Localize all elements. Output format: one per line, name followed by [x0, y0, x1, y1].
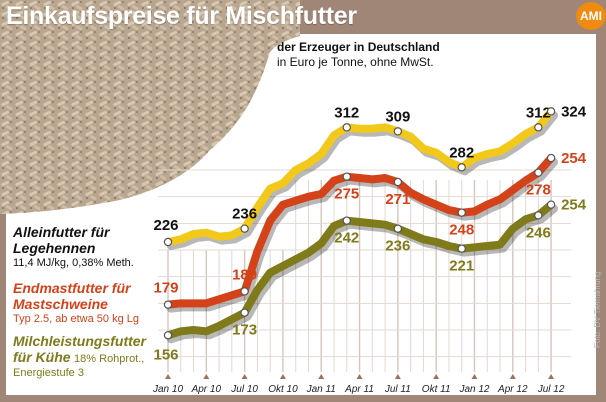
data-point-marker [546, 153, 556, 163]
data-point-marker [240, 287, 249, 296]
series-line-legehennen [164, 107, 556, 246]
data-point-marker [342, 216, 351, 225]
series-line-kuehe [164, 200, 556, 340]
data-label: 236 [232, 206, 257, 223]
data-point-marker [342, 172, 351, 181]
series-line-mastschweine [164, 154, 556, 309]
x-tick-marker [509, 374, 516, 379]
chart-title: Einkaufspreise für Mischfutter [6, 2, 357, 30]
data-label: 221 [449, 258, 474, 275]
data-label: 189 [232, 266, 257, 283]
feed-pellets-photo [0, 0, 300, 214]
legend-name-line2: für Kühe [13, 349, 71, 365]
x-tick-label: Jan 11 [306, 384, 336, 395]
x-tick-marker [279, 374, 286, 379]
x-tick-label: Jul 11 [384, 384, 411, 395]
x-tick-label: Jan 12 [458, 384, 489, 395]
legend-name-line1: Alleinfutter für [13, 224, 110, 240]
data-point-marker [546, 107, 556, 116]
legend-item-mastschweine: Endmastfutter für Mastschweine Typ 2.5, … [13, 280, 139, 326]
data-point-marker [534, 123, 543, 132]
data-label: 312 [526, 104, 551, 121]
x-tick-marker [471, 374, 478, 379]
data-label: 173 [232, 322, 257, 339]
data-point-marker [393, 224, 403, 233]
x-tick-marker [203, 374, 210, 379]
data-point-marker [163, 300, 173, 309]
data-point-marker [240, 308, 249, 317]
data-label: 271 [385, 191, 410, 208]
x-tick-marker [548, 374, 555, 379]
data-point-marker [457, 163, 466, 172]
data-point-marker [457, 244, 466, 253]
x-tick-marker [356, 374, 363, 379]
data-label: 156 [153, 346, 178, 363]
data-label: 309 [385, 108, 410, 125]
data-point-marker [393, 127, 403, 136]
x-tick-marker [394, 374, 401, 379]
legend-item-legehennen: Alleinfutter für Legehennen 11,4 MJ/kg, … [13, 224, 134, 270]
data-label: 278 [526, 182, 551, 199]
data-label: 254 [561, 197, 587, 214]
subtitle-line-1: der Erzeuger in Deutschland [277, 40, 440, 54]
legend-name-line1: Milchleistungsfutter [13, 333, 147, 349]
legend-detail: 11,4 MJ/kg, 0,38% Meth. [13, 257, 134, 269]
x-tick-label: Apr 10 [191, 384, 222, 395]
data-point-marker [546, 200, 556, 209]
data-label: 282 [449, 144, 474, 161]
ami-logo: AMI [576, 2, 606, 30]
data-point-marker [163, 331, 173, 340]
legend-name-line2: Legehennen [13, 240, 96, 256]
data-point-marker [457, 208, 466, 217]
data-label: 312 [334, 104, 359, 121]
x-tick-label: Jul 10 [230, 384, 258, 395]
data-point-marker [163, 237, 173, 247]
subtitle-line-2: in Euro je Tonne, ohne MwSt. [277, 55, 434, 69]
data-label: 275 [334, 186, 359, 203]
x-tick-label: Apr 12 [497, 384, 528, 395]
x-tick-label: Okt 11 [422, 384, 451, 395]
data-label: 226 [153, 217, 178, 234]
chart-subtitle: der Erzeuger in Deutschland in Euro je T… [277, 40, 440, 70]
data-point-marker [342, 123, 351, 132]
legend-item-kuehe: Milchleistungsfutter für Kühe 18% Rohpro… [13, 333, 146, 380]
x-tick-label: Apr 11 [344, 384, 374, 395]
data-label: 236 [385, 238, 410, 255]
legend-detail: Typ 2.5, ab etwa 50 kg Lg [13, 313, 139, 325]
data-point-marker [534, 168, 543, 177]
x-tick-label: Jul 12 [537, 384, 565, 395]
x-tick-marker [433, 374, 440, 379]
data-label: 246 [526, 224, 551, 241]
legend-name-line2: Mastschweine [13, 296, 108, 312]
x-tick-label: Okt 10 [268, 384, 298, 395]
data-label: 242 [334, 230, 359, 247]
data-label: 248 [449, 222, 474, 239]
data-point-marker [534, 211, 543, 220]
legend-detail: 18% Rohprot., [74, 353, 145, 365]
x-tick-marker [165, 374, 171, 379]
data-label: 179 [153, 280, 178, 297]
x-tick-marker [318, 374, 325, 379]
legend-detail-2: Energiestufe 3 [13, 367, 84, 379]
data-label: 254 [561, 150, 587, 167]
data-point-marker [393, 177, 403, 187]
x-tick-label: Jan 10 [152, 384, 183, 395]
legend-name-line1: Endmastfutter für [13, 280, 131, 296]
data-point-marker [240, 224, 249, 233]
photo-credit: Foto: DV Tiernahrung [593, 271, 602, 348]
data-label: 324 [561, 103, 587, 120]
x-tick-marker [241, 374, 248, 379]
